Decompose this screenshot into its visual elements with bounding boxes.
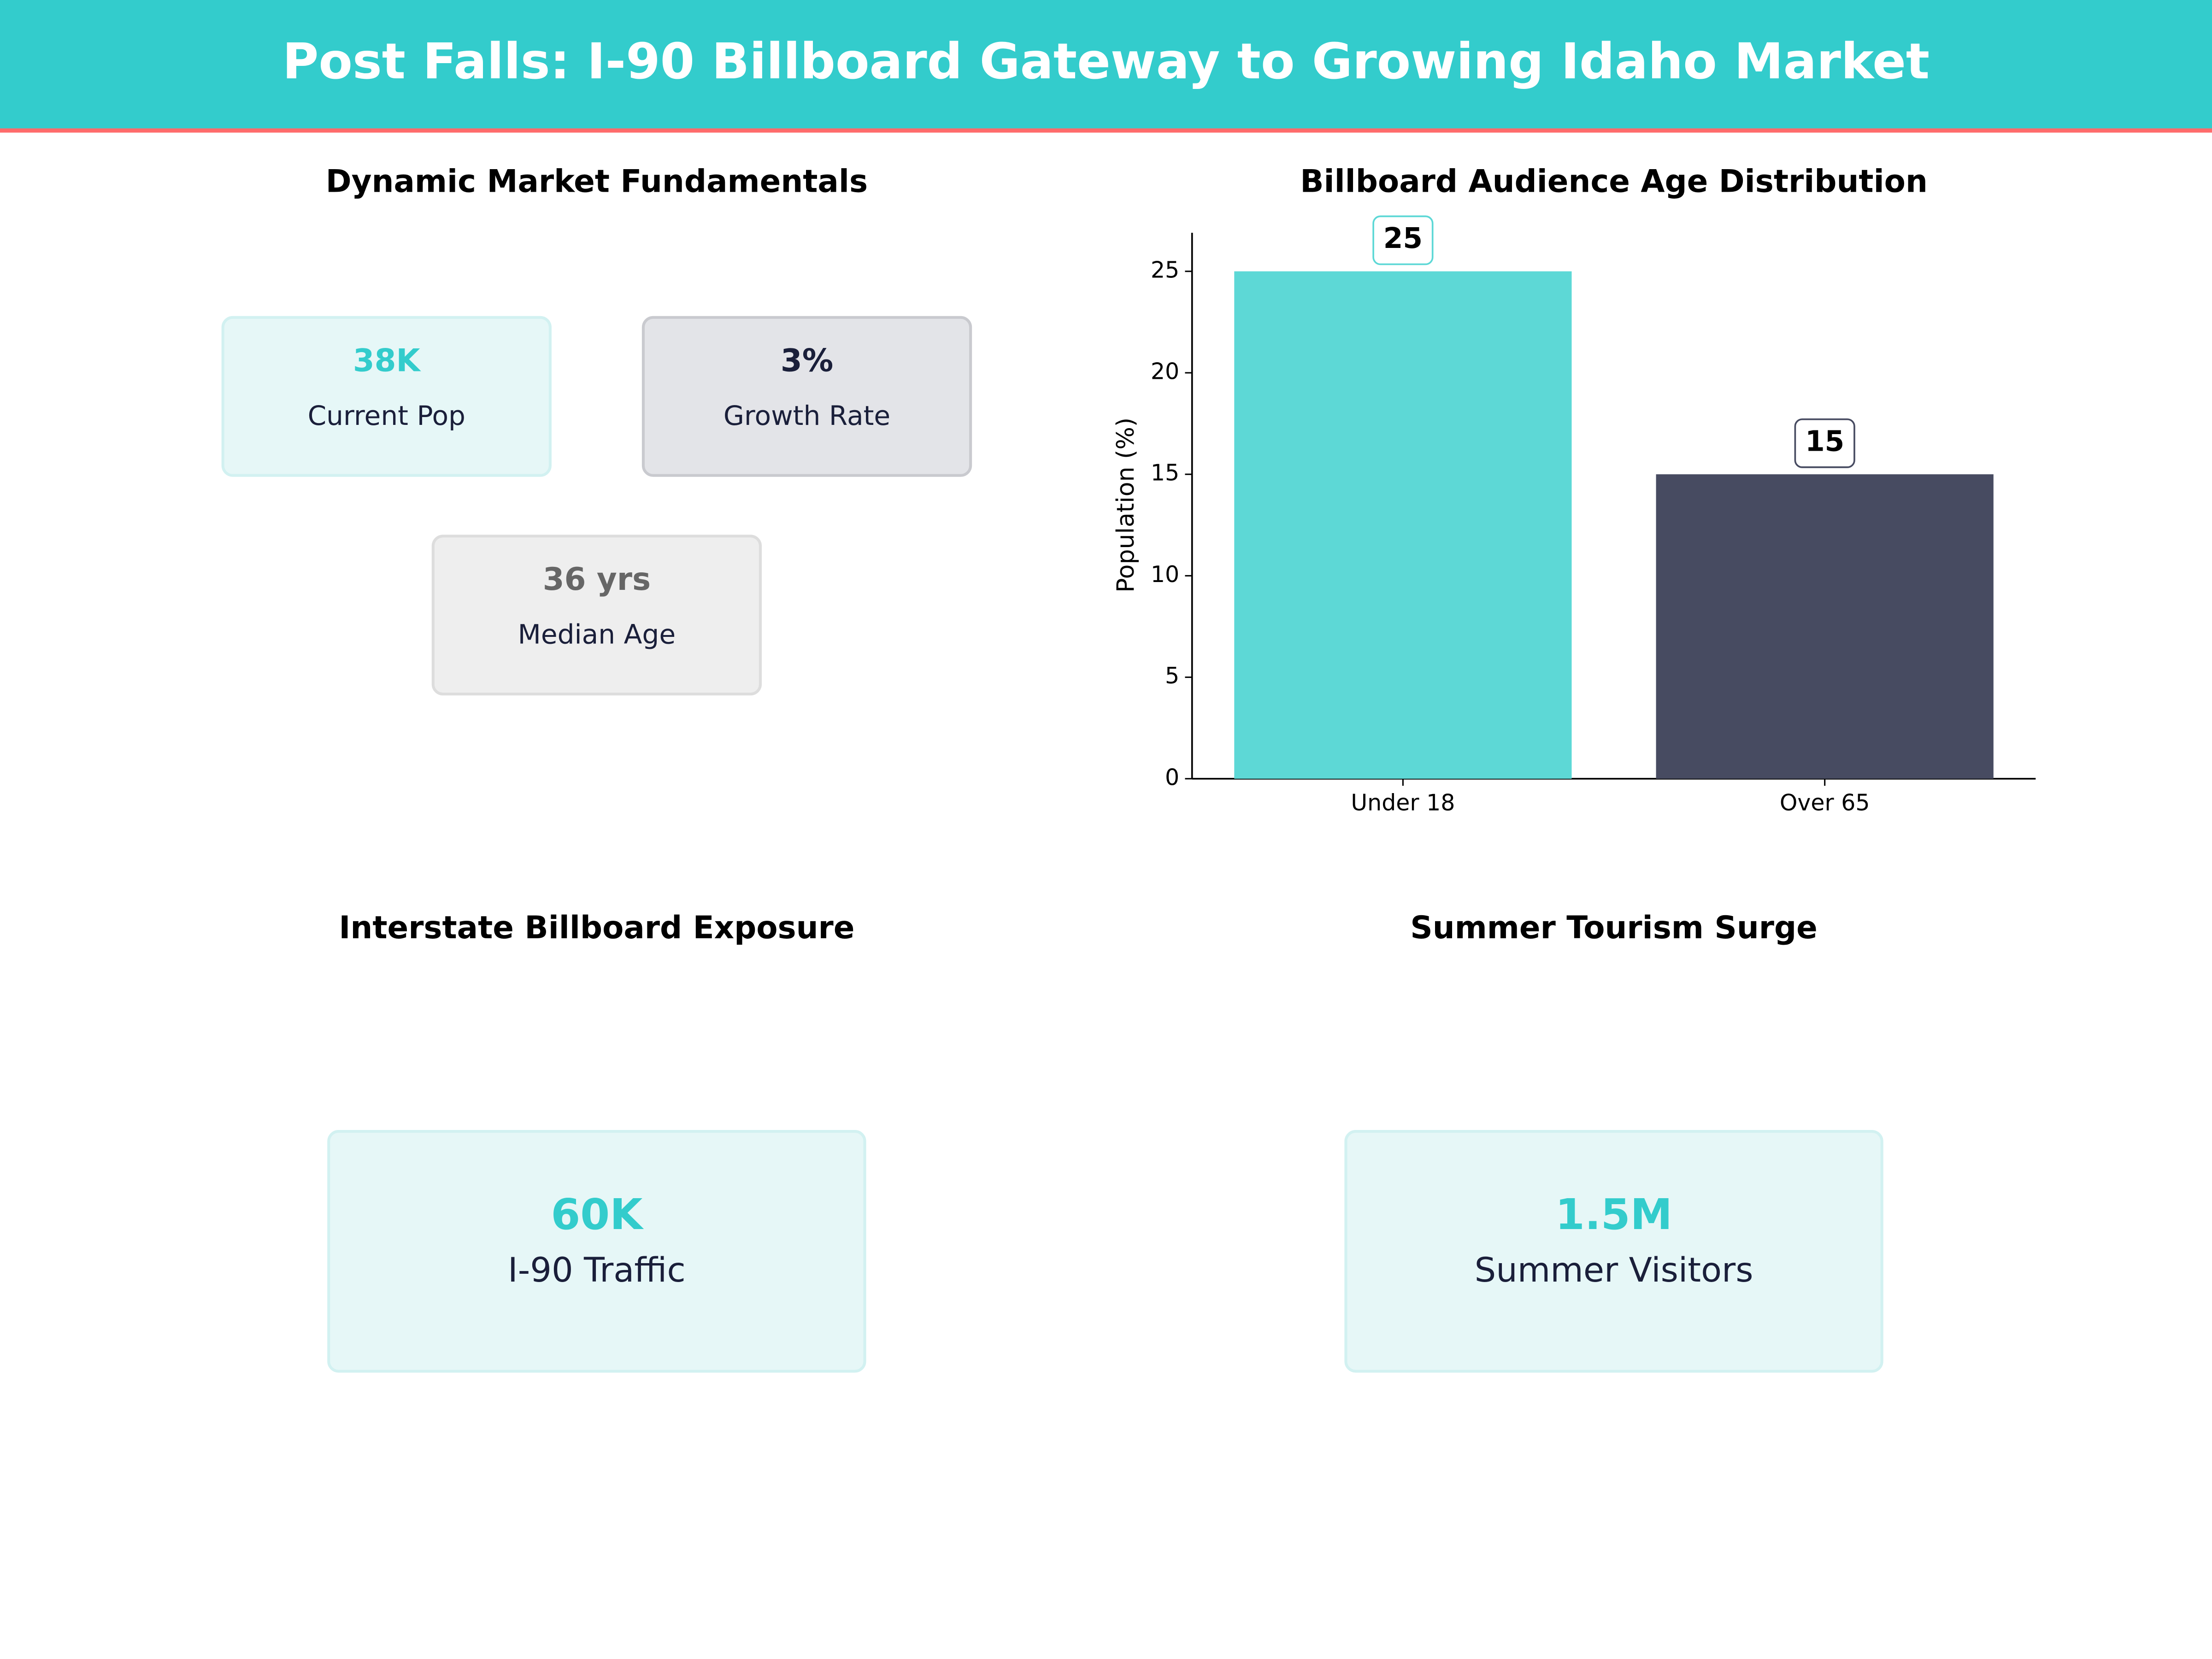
y-tick-label: 5 — [1165, 663, 1179, 689]
card-label: Summer Visitors — [1475, 1251, 1753, 1290]
metric-card — [327, 1130, 866, 1373]
card-label: Growth Rate — [724, 400, 890, 431]
metric-card — [641, 316, 972, 477]
card-value: 1.5M — [1555, 1190, 1672, 1239]
y-tick-label: 20 — [1151, 358, 1179, 384]
y-tick-label: 10 — [1151, 561, 1179, 588]
y-axis-label: Population (%) — [1112, 418, 1140, 593]
metric-card — [1344, 1130, 1883, 1373]
metric-card — [221, 316, 552, 477]
x-tick-label: Under 18 — [1351, 789, 1455, 816]
panel-title: Summer Tourism Surge — [1410, 909, 1818, 946]
value-label-box — [1794, 418, 1855, 468]
bar — [1234, 271, 1572, 779]
card-label: I-90 Traffic — [508, 1251, 686, 1290]
y-tick-label: 25 — [1151, 257, 1179, 283]
metric-card — [431, 535, 762, 696]
header-title: Post Falls: I-90 Billboard Gateway to Gr… — [282, 33, 1930, 90]
x-tick-label: Over 65 — [1780, 789, 1870, 816]
value-label-box — [1372, 215, 1434, 265]
card-value: 38K — [353, 342, 422, 378]
card-value: 3% — [781, 342, 833, 378]
card-label: Median Age — [518, 619, 676, 650]
header-bar — [0, 0, 2212, 130]
y-tick-label: 15 — [1151, 460, 1179, 486]
bar — [1656, 474, 1994, 779]
value-label: 15 — [1805, 425, 1844, 458]
header-rule — [0, 128, 2212, 133]
card-value: 36 yrs — [543, 561, 651, 597]
y-tick-label: 0 — [1165, 764, 1179, 790]
panel-title: Dynamic Market Fundamentals — [326, 163, 868, 200]
card-value: 60K — [551, 1190, 644, 1239]
panel-title: Interstate Billboard Exposure — [339, 909, 854, 946]
card-label: Current Pop — [308, 400, 465, 431]
value-label: 25 — [1383, 222, 1423, 255]
chart-title: Billboard Audience Age Distribution — [1300, 163, 1928, 200]
